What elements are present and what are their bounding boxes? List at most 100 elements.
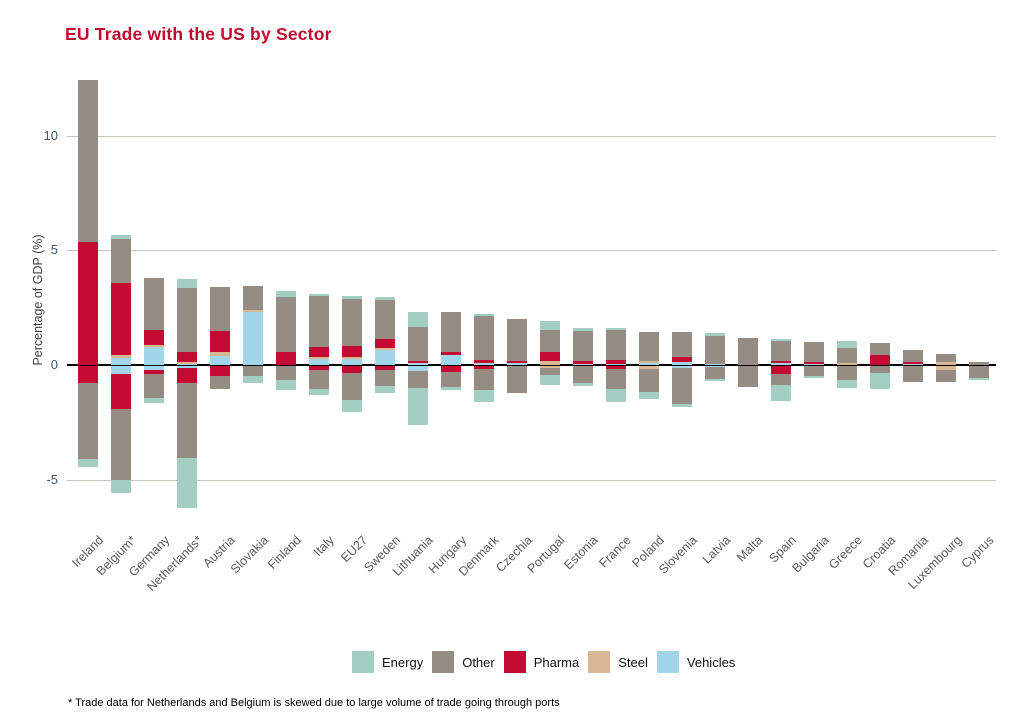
bar-segment-Ireland-other-neg	[78, 383, 98, 459]
legend-label-energy: Energy	[382, 654, 424, 670]
legend-label-steel: Steel	[618, 654, 648, 670]
bar-segment-Germany-vehicles-pos	[144, 346, 164, 365]
bar-segment-Italy-other-neg	[309, 369, 329, 389]
bar-segment-Luxembourg-steel-pos	[936, 361, 956, 365]
bar-segment-Bulgaria-vehicles-pos	[804, 364, 824, 366]
bar-segment-Belgium-energy-neg	[111, 479, 131, 494]
bar-segment-Netherlands-pharma-pos	[177, 351, 197, 363]
bar-segment-Greece-other-neg	[837, 366, 857, 380]
bar-segment-Slovenia-pharma-pos	[672, 356, 692, 363]
bar-segment-EU27-energy-neg	[342, 400, 362, 412]
y-tick-label-0: 0	[50, 357, 58, 372]
bar-segment-Portugal-steel-pos	[540, 361, 560, 365]
bar-segment-Lithuania-energy-pos	[408, 311, 428, 328]
bar-segment-Croatia-pharma-pos	[870, 354, 890, 365]
bar-segment-Estonia-energy-neg	[573, 382, 593, 387]
bar-segment-Hungary-pharma-pos	[441, 351, 461, 355]
bar-segment-Czechia-other-neg	[507, 366, 527, 393]
bar-segment-Malta-other-neg	[738, 366, 758, 388]
bar-segment-Malta-other-pos	[738, 337, 758, 365]
bar-segment-Sweden-pharma-pos	[375, 338, 395, 349]
bar-segment-Romania-other-pos	[903, 350, 923, 362]
bar-segment-Germany-pharma-pos	[144, 330, 164, 345]
bar-segment-Lithuania-pharma-pos	[408, 361, 428, 364]
bar-segment-Germany-energy-neg	[144, 398, 164, 403]
bar-segment-Luxembourg-other-pos	[936, 353, 956, 362]
x-axis-label-Latvia: Latvia	[699, 533, 733, 567]
bar-segment-Sweden-energy-pos	[375, 296, 395, 300]
bar-segment-Denmark-pharma-neg	[474, 366, 494, 370]
x-axis-label-France: France	[596, 533, 634, 571]
bar-segment-Spain-energy-neg	[771, 385, 791, 402]
bar-segment-Spain-other-pos	[771, 340, 791, 362]
bar-segment-Germany-vehicles-neg	[144, 366, 164, 371]
bar-segment-Croatia-other-neg	[870, 366, 890, 373]
bar-segment-Slovenia-other-neg	[672, 367, 692, 405]
bar-segment-Italy-energy-pos	[309, 293, 329, 297]
bar-segment-Denmark-other-pos	[474, 315, 494, 360]
bar-segment-Netherlands-other-neg	[177, 382, 197, 458]
bar-segment-Netherlands-pharma-neg	[177, 368, 197, 383]
bar-segment-EU27-other-neg	[342, 373, 362, 401]
bar-segment-Finland-other-pos	[276, 297, 296, 353]
bar-segment-EU27-energy-pos	[342, 295, 362, 300]
bar-segment-Belgium-steel-pos	[111, 354, 131, 359]
gridline-10	[67, 135, 996, 137]
bar-segment-Spain-pharma-neg	[771, 366, 791, 375]
bar-segment-Poland-energy-neg	[639, 391, 659, 399]
legend-swatch-energy	[352, 651, 374, 673]
bar-segment-Poland-other-neg	[639, 368, 659, 392]
bar-segment-Lithuania-other-pos	[408, 327, 428, 362]
bar-segment-Ireland-other-pos	[78, 79, 98, 243]
legend-item-vehicles: Vehicles	[656, 651, 735, 673]
bar-segment-EU27-pharma-pos	[342, 345, 362, 357]
legend-label-pharma: Pharma	[533, 654, 580, 670]
y-tick-label-5: 5	[50, 242, 58, 258]
bar-segment-Austria-other-neg	[210, 376, 230, 390]
bar-segment-Latvia-other-neg	[705, 367, 725, 379]
bar-segment-Lithuania-vehicles-neg	[408, 366, 428, 372]
bar-segment-Slovakia-other-neg	[243, 366, 263, 377]
bar-segment-Netherlands-other-pos	[177, 288, 197, 352]
legend: Energy Other Pharma Steel Vehicles	[352, 651, 735, 673]
bar-segment-Lithuania-vehicles-pos	[408, 363, 428, 365]
bar-segment-Greece-energy-pos	[837, 340, 857, 348]
y-tick-label--5: -5	[46, 471, 58, 487]
bar-segment-France-pharma-pos	[606, 359, 626, 365]
bar-segment-EU27-pharma-neg	[342, 366, 362, 374]
bar-segment-Finland-other-neg	[276, 366, 296, 380]
bar-segment-Italy-pharma-neg	[309, 366, 329, 370]
bar-segment-Austria-other-pos	[210, 287, 230, 332]
bar-segment-Belgium-other-neg	[111, 408, 131, 480]
bar-segment-Greece-other-pos	[837, 347, 857, 363]
legend-label-other: Other	[462, 654, 495, 670]
bar-segment-Romania-other-neg	[903, 366, 923, 383]
bar-segment-Poland-other-pos	[639, 332, 659, 362]
bar-segment-Sweden-other-neg	[375, 370, 395, 386]
bar-segment-Finland-energy-neg	[276, 379, 296, 391]
x-axis-label-Malta: Malta	[734, 533, 766, 565]
legend-item-steel: Steel	[588, 651, 648, 673]
bar-segment-Germany-steel-pos	[144, 344, 164, 347]
bar-segment-Romania-vehicles-pos	[903, 363, 923, 365]
bar-segment-Portugal-other-neg	[540, 367, 560, 376]
bar-segment-Spain-other-neg	[771, 374, 791, 386]
bar-segment-Belgium-other-pos	[111, 238, 131, 284]
bar-segment-Portugal-energy-pos	[540, 320, 560, 330]
bar-segment-Ireland-pharma-pos	[78, 242, 98, 365]
bar-segment-Slovenia-other-pos	[672, 332, 692, 357]
legend-item-pharma: Pharma	[503, 651, 580, 673]
bar-segment-Latvia-vehicles-pos	[705, 363, 725, 365]
bar-segment-Lithuania-other-neg	[408, 371, 428, 388]
bar-segment-Netherlands-energy-neg	[177, 457, 197, 509]
bar-segment-Denmark-pharma-pos	[474, 359, 494, 364]
bar-segment-Bulgaria-other-pos	[804, 342, 824, 362]
bar-segment-Denmark-other-neg	[474, 369, 494, 390]
bar-segment-Estonia-pharma-pos	[573, 361, 593, 364]
bar-segment-Sweden-other-pos	[375, 299, 395, 339]
bar-segment-Italy-other-pos	[309, 296, 329, 348]
gridline--5	[67, 479, 996, 481]
bar-segment-Italy-vehicles-pos	[309, 359, 329, 365]
bar-segment-France-energy-pos	[606, 328, 626, 330]
gridline-5	[67, 250, 996, 252]
